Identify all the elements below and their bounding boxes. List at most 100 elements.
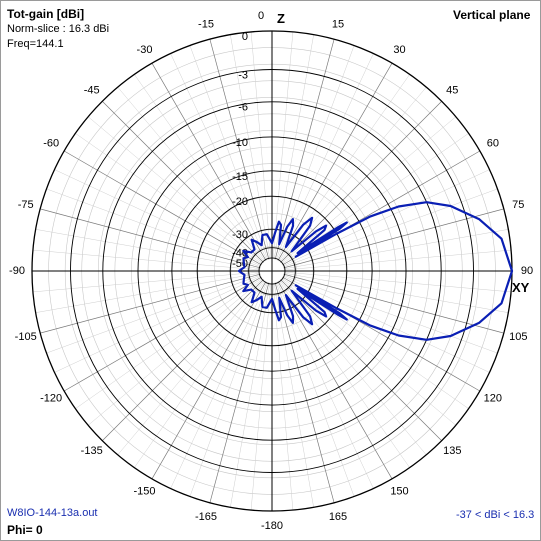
angle-spoke xyxy=(230,282,271,508)
angle-spoke xyxy=(189,282,269,497)
polar-grid xyxy=(31,30,513,512)
chart-title: Tot-gain [dBi] xyxy=(7,7,85,21)
angle-tick-label: 45 xyxy=(446,85,458,97)
angle-spoke xyxy=(87,278,263,426)
angle-tick-label: 75 xyxy=(512,199,524,211)
angle-tick-label: 165 xyxy=(329,511,347,523)
phi-label: Phi= 0 xyxy=(7,523,43,537)
angle-tick-label: -75 xyxy=(18,199,34,211)
angle-spoke xyxy=(282,275,490,373)
angle-spoke xyxy=(102,101,264,263)
radial-tick-label: -10 xyxy=(232,137,248,149)
angle-tick-label: -165 xyxy=(195,511,217,523)
angle-tick-label: -30 xyxy=(137,44,153,56)
angle-spoke xyxy=(281,278,457,426)
angle-spoke xyxy=(54,169,262,267)
angle-tick-label: -180 xyxy=(261,520,283,532)
frequency-label: Freq=144.1 xyxy=(7,38,64,50)
angle-spoke xyxy=(170,53,268,261)
norm-slice-label: Norm-slice : 16.3 dBi xyxy=(7,23,110,35)
angle-spoke xyxy=(134,280,266,468)
angle-tick-label: -90 xyxy=(9,265,25,277)
angle-spoke xyxy=(54,275,262,373)
radial-tick-label: -15 xyxy=(232,171,248,183)
angle-spoke xyxy=(151,62,267,261)
angle-tick-label: 30 xyxy=(393,44,405,56)
angle-tick-labels: 153045607590105120135150165-15-30-45-60-… xyxy=(9,10,533,532)
angle-spoke xyxy=(283,274,498,354)
radiation-pattern-line xyxy=(237,201,514,341)
angle-tick-label: 120 xyxy=(484,392,502,404)
angle-spoke xyxy=(250,31,272,260)
angle-spoke xyxy=(170,281,268,489)
angle-spoke xyxy=(278,74,410,262)
angle-spoke xyxy=(102,279,264,441)
angle-tick-label: -150 xyxy=(133,486,155,498)
angle-spoke xyxy=(46,188,261,268)
angle-spoke xyxy=(134,74,266,262)
angle-spoke xyxy=(35,272,261,313)
radial-tick-label: -30 xyxy=(232,229,248,241)
angle-spoke xyxy=(75,133,263,265)
angle-tick-label: 15 xyxy=(332,19,344,31)
angle-spoke xyxy=(32,271,261,293)
angle-spoke xyxy=(32,249,261,271)
angle-spoke xyxy=(283,273,504,334)
angle-spoke xyxy=(283,249,512,271)
angle-spoke xyxy=(87,116,263,264)
xy-axis-label: XY xyxy=(512,280,530,295)
angle-spoke xyxy=(209,282,270,503)
angle-tick-label: 105 xyxy=(509,331,527,343)
angle-spoke xyxy=(283,208,504,269)
angle-spoke xyxy=(277,62,393,261)
angle-tick-label: 60 xyxy=(487,137,499,149)
angle-spoke xyxy=(40,273,261,334)
angle-spoke xyxy=(272,31,294,260)
angle-spoke xyxy=(117,280,265,456)
angle-tick-label: 0 xyxy=(258,10,264,22)
angle-tick-label: -15 xyxy=(198,19,214,31)
radial-tick-label: -40 xyxy=(232,248,248,260)
angle-spoke xyxy=(209,39,270,260)
angle-tick-label: -120 xyxy=(40,392,62,404)
angle-spoke xyxy=(272,282,294,511)
plane-label: Vertical plane xyxy=(453,8,531,22)
angle-spoke xyxy=(117,86,265,262)
radial-tick-label: -20 xyxy=(232,196,248,208)
angle-spoke xyxy=(277,281,393,480)
angle-spoke xyxy=(63,276,262,392)
angle-spoke xyxy=(280,101,442,263)
angle-spoke xyxy=(283,272,509,313)
angle-tick-label: -45 xyxy=(84,85,100,97)
angle-tick-label: 135 xyxy=(443,445,461,457)
radial-tick-label: -6 xyxy=(238,102,248,114)
angle-spoke xyxy=(283,271,512,293)
angle-spoke xyxy=(250,282,272,511)
angle-spoke xyxy=(283,229,509,270)
angle-tick-label: -135 xyxy=(81,445,103,457)
angle-spoke xyxy=(274,39,335,260)
angle-spoke xyxy=(230,34,271,260)
angle-spoke xyxy=(283,188,498,268)
angle-tick-label: -105 xyxy=(15,331,37,343)
radial-tick-label: -3 xyxy=(238,69,248,81)
gain-range-label: -37 < dBi < 16.3 xyxy=(456,509,535,521)
angle-tick-label: 150 xyxy=(390,486,408,498)
angle-spoke xyxy=(63,150,262,266)
angle-spoke xyxy=(35,229,261,270)
z-axis-label: Z xyxy=(277,11,285,26)
angle-spoke xyxy=(280,279,442,441)
angle-spoke xyxy=(281,116,457,264)
angle-spoke xyxy=(189,45,269,260)
angle-spoke xyxy=(274,282,335,503)
angle-tick-label: 90 xyxy=(521,265,533,277)
angle-spoke xyxy=(46,274,261,354)
angle-spoke xyxy=(282,169,490,267)
radial-tick-label: -50 xyxy=(232,258,248,270)
angle-spoke xyxy=(273,282,314,508)
radial-tick-label: 0 xyxy=(242,31,248,43)
angle-spoke xyxy=(273,34,314,260)
angle-spoke xyxy=(75,277,263,409)
angle-tick-label: -60 xyxy=(43,137,59,149)
